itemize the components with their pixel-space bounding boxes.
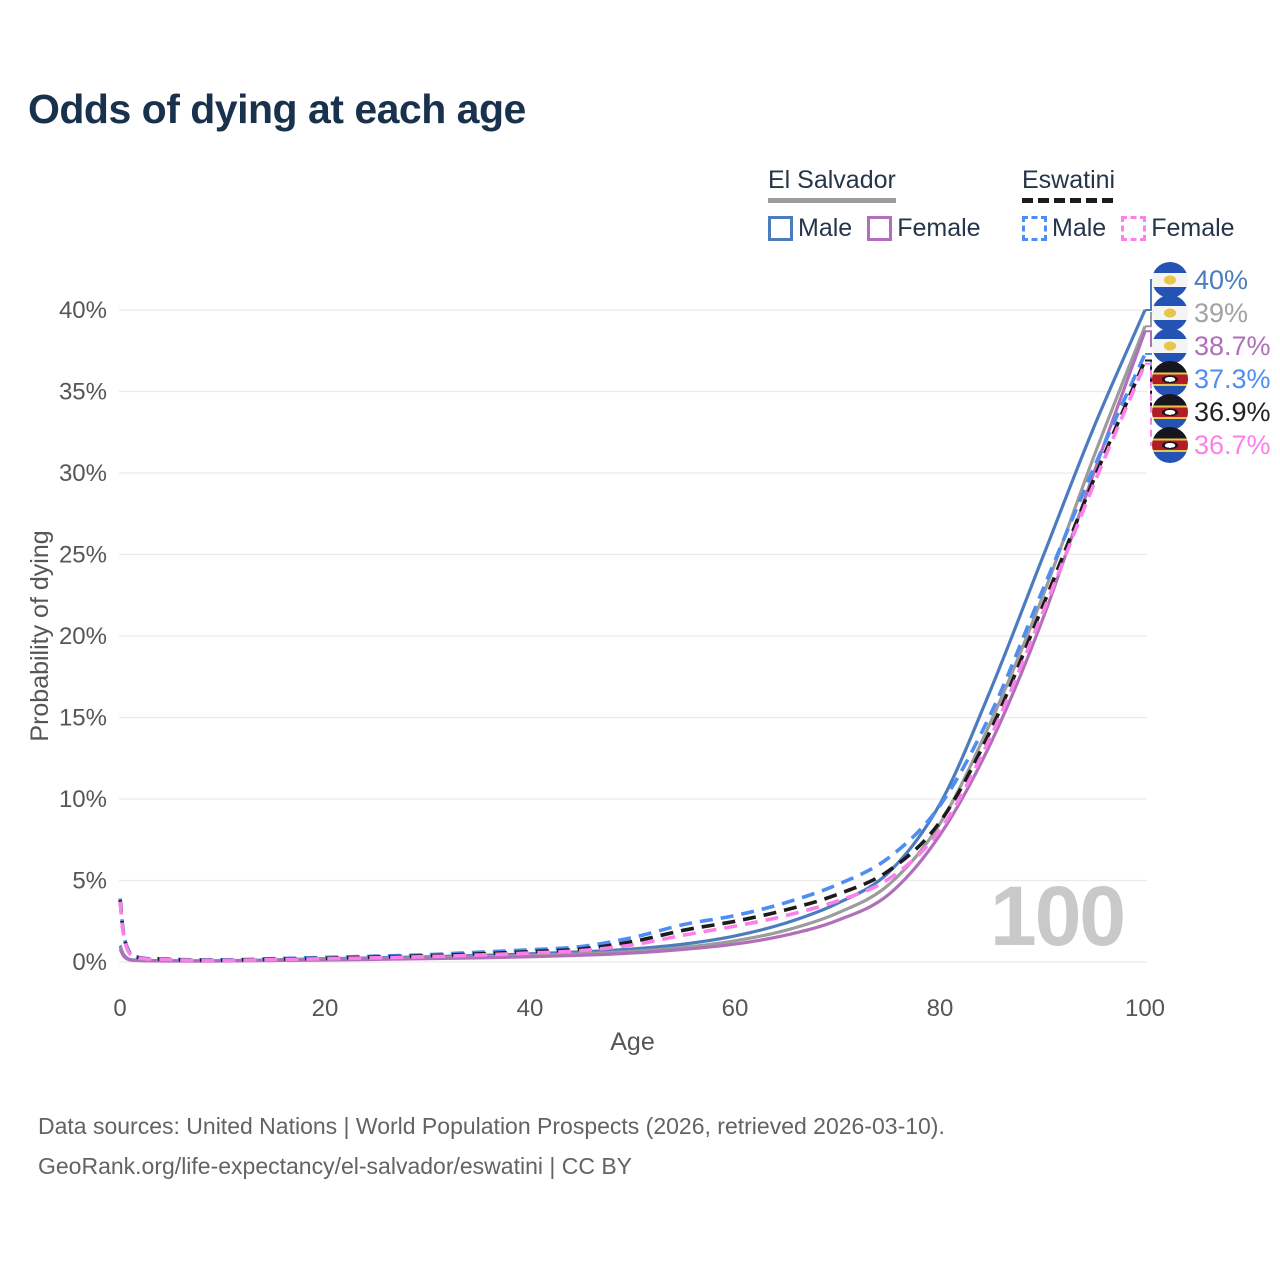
male-line-swatch (1022, 216, 1047, 241)
combined-line-swatch (1022, 198, 1116, 203)
end-label-el-salvador-male: 40% (1152, 262, 1248, 298)
el-salvador-flag-icon (1152, 262, 1188, 298)
end-label-value: 40% (1194, 264, 1249, 295)
legend-country-el-salvador[interactable]: El Salvador (768, 166, 896, 203)
female-line-swatch (1121, 216, 1147, 241)
x-tick-label: 80 (927, 995, 954, 1022)
female-line-swatch (867, 216, 893, 241)
x-tick-label: 0 (113, 995, 126, 1022)
footer-data-sources: Data sources: United Nations | World Pop… (38, 1113, 945, 1139)
legend-item-el-salvador-male[interactable]: Male (768, 214, 852, 243)
legend-item-label: Male (798, 214, 853, 242)
legend-country-eswatini[interactable]: Eswatini (1022, 166, 1116, 203)
combined-line-swatch (768, 198, 896, 203)
legend-country-label: El Salvador (768, 166, 896, 194)
x-tick-label: 60 (722, 995, 749, 1022)
end-label-value: 36.9% (1194, 396, 1271, 427)
end-label-value: 39% (1194, 297, 1249, 328)
legend-country-label: Eswatini (1022, 166, 1116, 194)
y-tick-label: 25% (59, 542, 107, 569)
y-tick-label: 15% (59, 705, 107, 732)
eswatini-flag-icon (1152, 361, 1188, 397)
el-salvador-flag-icon (1152, 295, 1188, 331)
y-tick-label: 20% (59, 623, 107, 650)
y-tick-label: 30% (59, 460, 107, 487)
legend-item-eswatini-female[interactable]: Female (1121, 214, 1235, 243)
x-tick-label: 40 (517, 995, 544, 1022)
page-title: Odds of dying at each age (28, 86, 526, 132)
series-line-el-salvador-female (118, 330, 1147, 963)
eswatini-flag-icon (1152, 427, 1188, 463)
y-tick-label: 5% (72, 868, 107, 895)
age-watermark: 100 (990, 869, 1126, 963)
y-tick-label: 35% (59, 379, 107, 406)
legend-item-el-salvador-female[interactable]: Female (867, 214, 981, 243)
footer: Data sources: United Nations | World Pop… (38, 1106, 945, 1186)
legend-group-eswatini: Eswatini Male Female (1022, 166, 1235, 243)
x-tick-label: 20 (312, 995, 339, 1022)
end-label-el-salvador-female: 38.7% (1152, 328, 1271, 364)
y-tick-label: 0% (72, 949, 107, 976)
legend-item-label: Male (1052, 214, 1107, 242)
male-line-swatch (768, 216, 793, 241)
legend-group-el-salvador: El Salvador Male Female (768, 166, 981, 243)
y-tick-label: 40% (59, 297, 107, 324)
y-axis-title: Probability of dying (26, 530, 54, 741)
end-label-value: 37.3% (1194, 363, 1271, 394)
end-label-eswatini-male: 37.3% (1152, 361, 1271, 397)
end-label-el-salvador-both-sexes: 39% (1152, 295, 1248, 331)
footer-attribution: GeoRank.org/life-expectancy/el-salvador/… (38, 1153, 633, 1179)
end-label-eswatini-female: 36.7% (1152, 427, 1271, 463)
eswatini-flag-icon (1152, 394, 1188, 430)
el-salvador-flag-icon (1152, 328, 1188, 364)
end-label-eswatini-both-sexes: 36.9% (1152, 394, 1271, 430)
legend-item-label: Female (897, 214, 981, 242)
end-label-value: 36.7% (1194, 429, 1271, 460)
series-line-el-salvador-both-sexes (118, 325, 1147, 963)
legend-item-eswatini-male[interactable]: Male (1022, 214, 1106, 243)
x-tick-label: 100 (1125, 995, 1165, 1022)
x-axis-title: Age (610, 1028, 654, 1056)
legend-item-label: Female (1151, 214, 1235, 242)
series-line-eswatini-female (118, 363, 1147, 963)
chart-canvas: 0% 5% 10% 15% 20% 25% 30% 35% 40% 0 20 40 60 80 100 Age… (26, 279, 1165, 1056)
y-tick-label: 10% (59, 786, 107, 813)
end-label-value: 38.7% (1194, 330, 1271, 361)
